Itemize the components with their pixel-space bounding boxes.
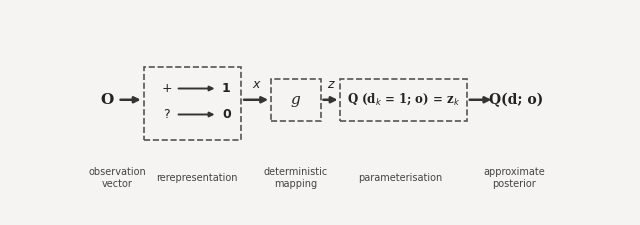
Text: z: z <box>327 78 333 91</box>
Text: 1: 1 <box>222 82 230 95</box>
Text: O: O <box>100 93 114 107</box>
Bar <box>340 79 467 121</box>
Text: x: x <box>252 78 260 91</box>
Text: Q(d; o): Q(d; o) <box>490 93 543 107</box>
Text: rerepresentation: rerepresentation <box>156 173 237 183</box>
Text: g: g <box>291 93 301 107</box>
Bar <box>145 67 241 140</box>
Text: approximate
posterior: approximate posterior <box>483 167 545 189</box>
Bar <box>271 79 321 121</box>
Text: +: + <box>161 82 172 95</box>
Text: observation
vector: observation vector <box>88 167 146 189</box>
Text: ?: ? <box>163 108 170 121</box>
Text: deterministic
mapping: deterministic mapping <box>264 167 328 189</box>
Text: parameterisation: parameterisation <box>358 173 442 183</box>
Text: Q (d$_k$ = 1; o) = z$_k$: Q (d$_k$ = 1; o) = z$_k$ <box>347 92 460 108</box>
Text: 0: 0 <box>222 108 230 121</box>
